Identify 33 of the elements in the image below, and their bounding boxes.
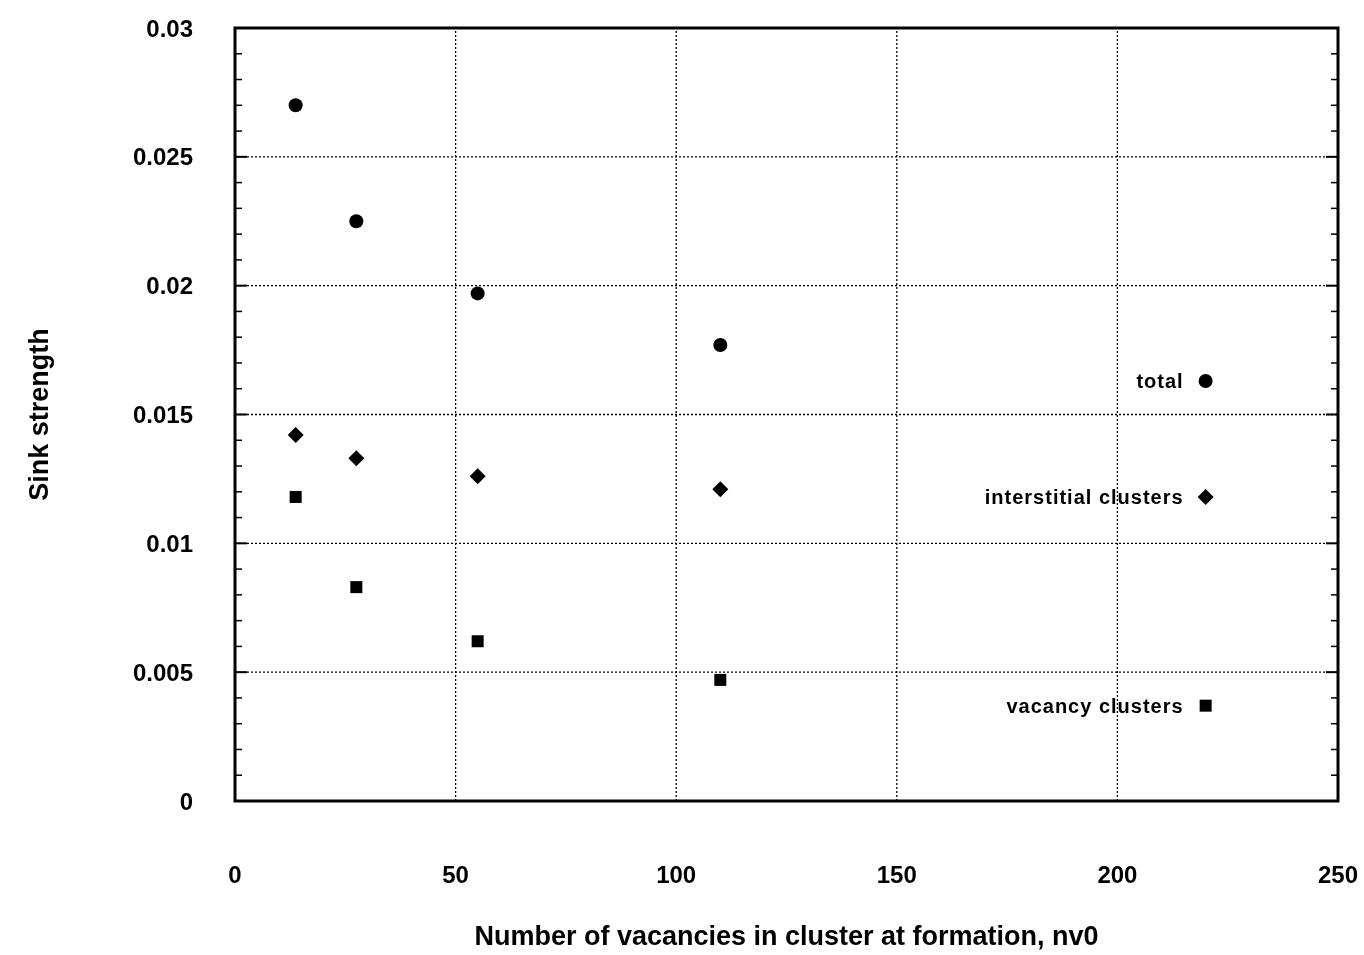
y-tick-label: 0.01 <box>146 529 193 557</box>
point <box>471 635 484 648</box>
point <box>288 98 303 113</box>
y-tick-label: 0.025 <box>132 143 193 171</box>
point <box>1199 699 1212 712</box>
point <box>349 214 364 229</box>
x-tick-label: 50 <box>442 861 469 888</box>
point <box>289 490 302 503</box>
x-axis-title: Number of vacancies in cluster at formation, nv0 <box>474 921 1099 951</box>
point <box>1197 488 1214 505</box>
y-axis-title: Sink strength <box>24 328 54 501</box>
point <box>470 286 485 301</box>
point <box>714 673 727 686</box>
point <box>713 337 728 352</box>
point <box>1198 374 1213 388</box>
y-tick-label: 0.03 <box>146 14 193 42</box>
series-label: interstitial clusters <box>984 485 1184 508</box>
y-tick-label: 0.005 <box>132 658 193 686</box>
point <box>348 450 365 467</box>
point <box>469 468 486 485</box>
x-tick-label: 150 <box>876 861 917 888</box>
series-label: total <box>1136 370 1184 392</box>
x-tick-label: 100 <box>656 861 697 888</box>
x-tick-label: 200 <box>1097 861 1138 888</box>
point <box>712 481 729 498</box>
y-tick-label: 0.02 <box>146 272 193 300</box>
series-label: vacancy clusters <box>1006 694 1184 717</box>
y-tick-label: 0.015 <box>132 401 193 428</box>
x-tick-label: 0 <box>228 861 242 888</box>
x-tick-label: 250 <box>1317 861 1359 888</box>
point <box>287 427 304 444</box>
y-tick-label: 0 <box>179 787 193 815</box>
point <box>350 581 363 594</box>
